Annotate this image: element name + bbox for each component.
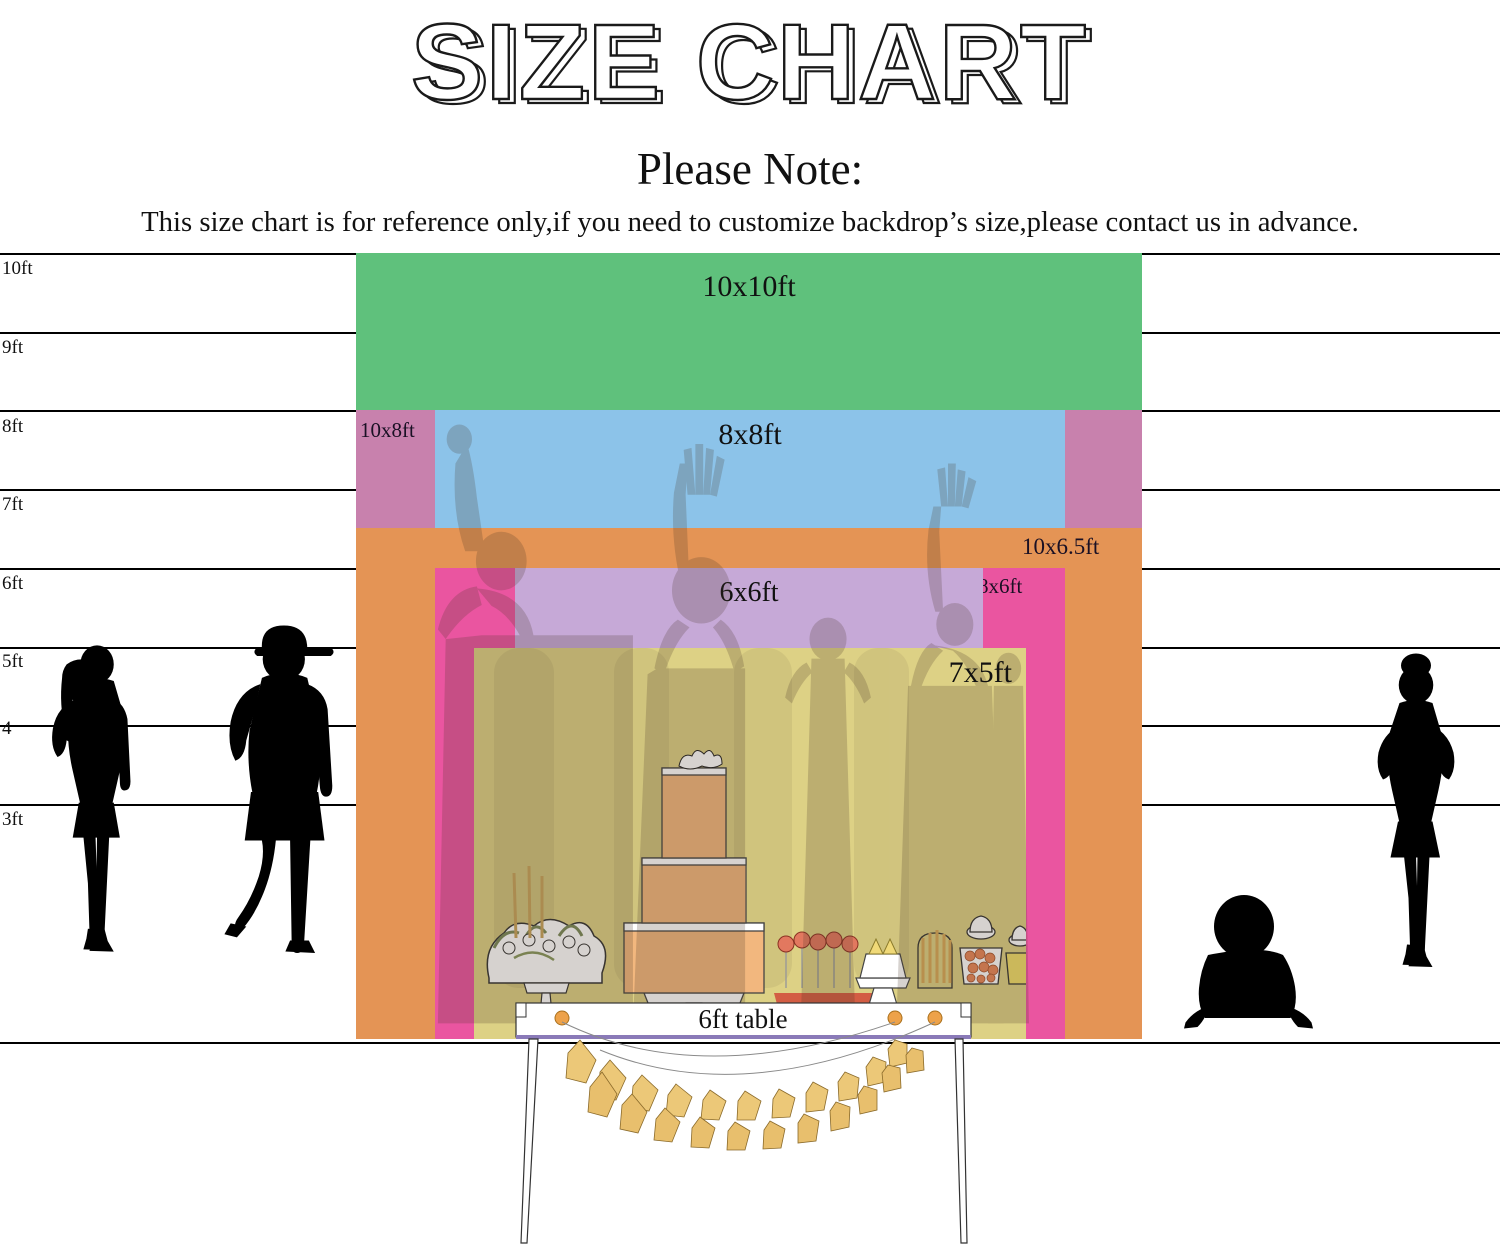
svg-text:6ft table: 6ft table xyxy=(698,1004,787,1034)
